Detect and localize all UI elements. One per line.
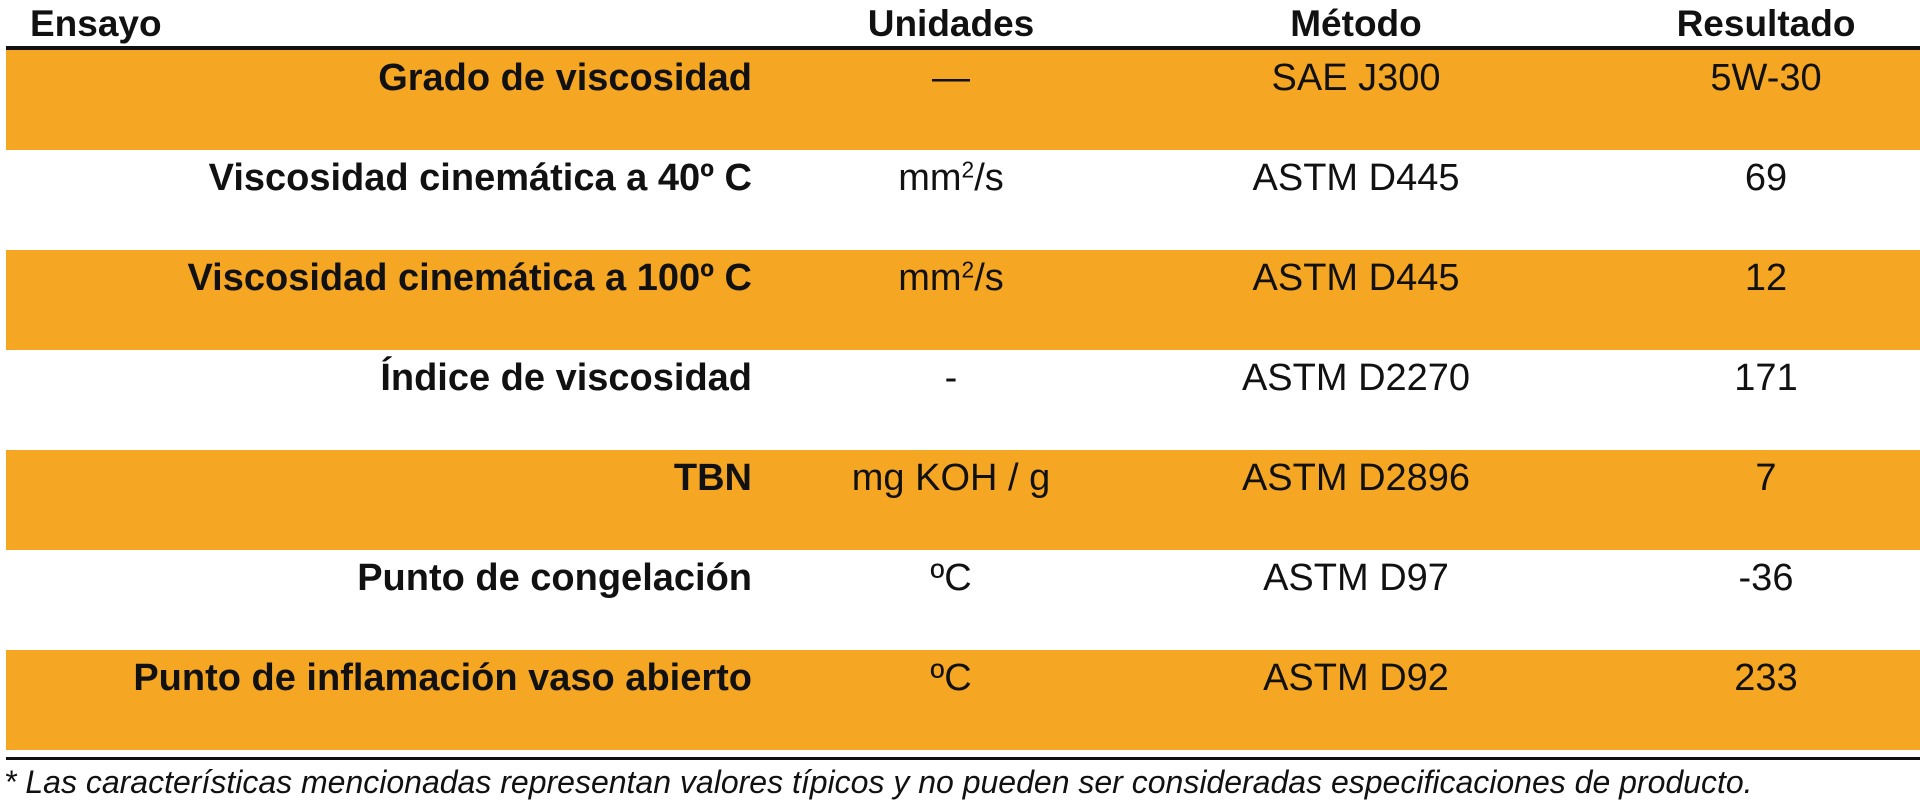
cell-ensayo: Viscosidad cinemática a 100º C: [187, 257, 752, 299]
cell-metodo: SAE J300: [1271, 57, 1441, 99]
table-row: TBN mg KOH / g ASTM D2896 7: [6, 450, 1920, 550]
cell-ensayo: Viscosidad cinemática a 40º C: [208, 157, 752, 199]
table-bottom-rule: [6, 757, 1920, 760]
header-metodo: Método: [1290, 3, 1422, 44]
cell-ensayo: TBN: [673, 457, 752, 499]
cell-ensayo: Grado de viscosidad: [378, 57, 752, 99]
header-ensayo: Ensayo: [30, 3, 162, 44]
cell-ensayo: Índice de viscosidad: [380, 357, 752, 399]
spec-table: Ensayo Unidades Método Resultado Grado d…: [6, 0, 1920, 750]
cell-resultado: 171: [1734, 357, 1798, 399]
table-row: Grado de viscosidad — SAE J300 5W-30: [6, 50, 1920, 150]
unidades-text: mg KOH / g: [851, 457, 1051, 499]
table-body: Grado de viscosidad — SAE J300 5W-30 Vis…: [6, 50, 1920, 750]
unidades-suffix: /s: [974, 157, 1004, 199]
cell-resultado: 233: [1734, 657, 1798, 699]
cell-metodo: ASTM D2270: [1241, 357, 1471, 399]
table-row: Viscosidad cinemática a 40º C mm2/s ASTM…: [6, 150, 1920, 250]
unidades-text: mm: [898, 257, 962, 299]
cell-metodo: ASTM D92: [1263, 657, 1449, 699]
cell-resultado: -36: [1738, 557, 1794, 599]
cell-ensayo: Punto de congelación: [357, 557, 752, 599]
cell-unidades: mm2/s: [796, 256, 1106, 300]
cell-resultado: 7: [1755, 457, 1777, 499]
unidades-sup: 2: [961, 256, 975, 283]
cell-ensayo: Punto de inflamación vaso abierto: [133, 657, 752, 699]
cell-metodo: ASTM D445: [1252, 257, 1460, 299]
table-header: Ensayo Unidades Método Resultado: [6, 0, 1920, 50]
table-row: Punto de congelación ºC ASTM D97 -36: [6, 550, 1920, 650]
cell-unidades: mg KOH / g: [796, 456, 1106, 500]
unidades-suffix: /s: [974, 257, 1004, 299]
cell-unidades: -: [796, 356, 1106, 400]
cell-unidades: ºC: [796, 556, 1106, 600]
unidades-text: -: [944, 357, 958, 399]
table-row: Índice de viscosidad - ASTM D2270 171: [6, 350, 1920, 450]
cell-metodo: ASTM D97: [1263, 557, 1449, 599]
cell-metodo: ASTM D2896: [1241, 457, 1471, 499]
cell-resultado: 5W-30: [1710, 57, 1822, 99]
unidades-sup: 2: [961, 156, 975, 183]
header-unidades: Unidades: [867, 3, 1035, 44]
cell-unidades: ºC: [796, 656, 1106, 700]
unidades-text: —: [932, 57, 970, 99]
cell-resultado: 69: [1744, 157, 1788, 199]
cell-resultado: 12: [1744, 257, 1788, 299]
unidades-text: mm: [898, 157, 962, 199]
table-row: Viscosidad cinemática a 100º C mm2/s AST…: [6, 250, 1920, 350]
cell-unidades: mm2/s: [796, 156, 1106, 200]
cell-unidades: —: [796, 56, 1106, 100]
unidades-text: ºC: [930, 657, 972, 699]
table-row: Punto de inflamación vaso abierto ºC AST…: [6, 650, 1920, 750]
unidades-text: ºC: [930, 557, 972, 599]
cell-metodo: ASTM D445: [1252, 157, 1460, 199]
footnote: * Las características mencionadas repres…: [4, 764, 1753, 800]
header-resultado: Resultado: [1676, 3, 1856, 44]
